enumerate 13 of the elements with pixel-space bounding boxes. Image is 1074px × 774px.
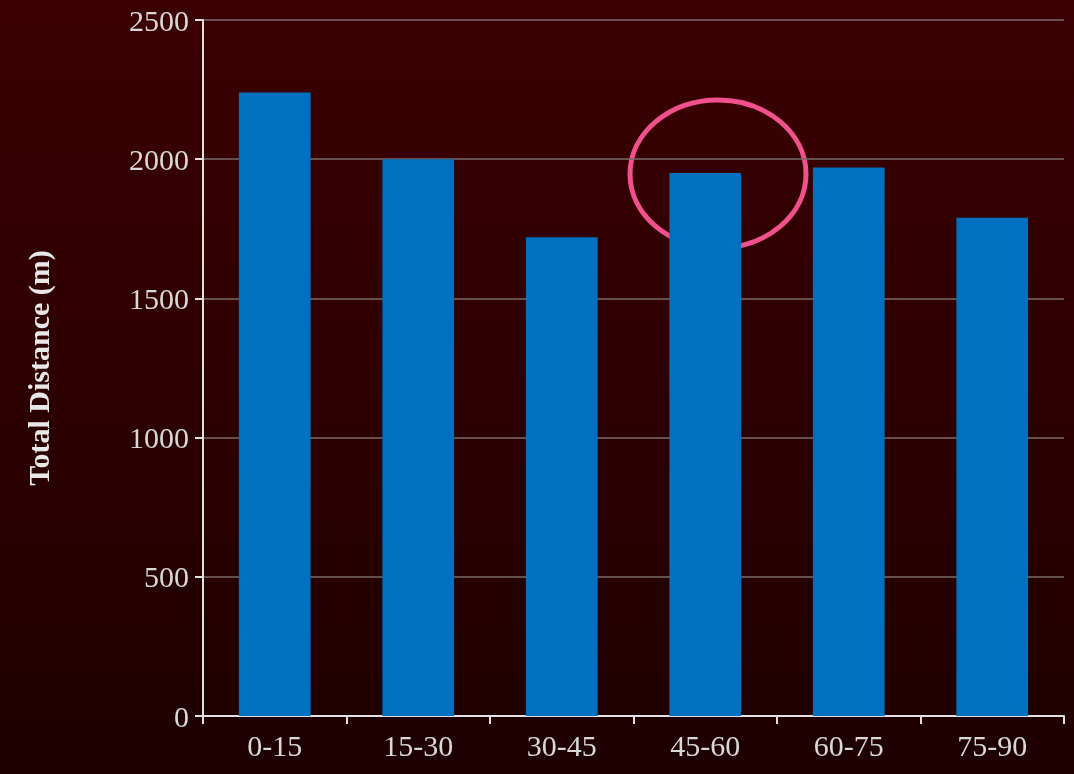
y-tick-label: 2000 [129, 142, 189, 176]
x-tick-label: 45-60 [670, 728, 741, 762]
y-tick-label: 2500 [129, 3, 189, 37]
x-tick-label: 15-30 [383, 728, 454, 762]
x-tick-label: 75-90 [957, 728, 1028, 762]
y-tick-label: 0 [174, 699, 189, 733]
x-tick-label: 30-45 [526, 728, 597, 762]
x-tick-label: 60-75 [813, 728, 884, 762]
y-tick-label: 500 [144, 560, 189, 594]
y-axis-title: Total Distance (m) [21, 250, 56, 486]
x-tick-label: 0-15 [247, 728, 303, 762]
y-tick-label: 1500 [129, 281, 189, 315]
y-tick-label: 1000 [129, 421, 189, 455]
